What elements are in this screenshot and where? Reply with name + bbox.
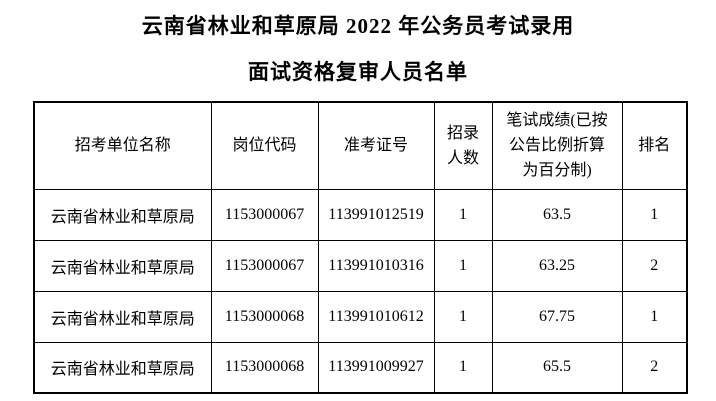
table-row: 云南省林业和草原局 1153000067 113991010316 1 63.2… [33, 239, 688, 292]
cell-written-score: 63.5 [491, 188, 623, 241]
column-header-admission-number: 准考证号 [317, 101, 435, 190]
cell-position-code: 1153000068 [210, 341, 319, 394]
cell-position-code: 1153000068 [210, 290, 319, 343]
document-page: 云南省林业和草原局 2022 年公务员考试录用 面试资格复审人员名单 招考单位名… [0, 3, 716, 401]
cell-admission-number: 113991012519 [317, 188, 435, 241]
candidate-roster-table: 招考单位名称 岗位代码 准考证号 招录 人数 笔试成绩(已按 公告比例折算 为百… [33, 101, 688, 394]
cell-rank: 2 [621, 239, 688, 292]
title-line-1: 云南省林业和草原局 2022 年公务员考试录用 [141, 14, 575, 38]
cell-unit-name: 云南省林业和草原局 [33, 239, 212, 292]
column-header-written-score: 笔试成绩(已按 公告比例折算 为百分制) [491, 101, 623, 190]
cell-rank: 1 [621, 188, 688, 241]
cell-position-code: 1153000067 [210, 239, 319, 292]
column-header-position-code: 岗位代码 [210, 101, 319, 190]
column-header-rank: 排名 [621, 101, 688, 190]
cell-admission-number: 113991010612 [317, 290, 435, 343]
cell-recruit-count: 1 [433, 239, 493, 292]
title-line-2: 面试资格复审人员名单 [248, 60, 468, 84]
cell-unit-name: 云南省林业和草原局 [33, 188, 212, 241]
table-row: 云南省林业和草原局 1153000068 113991010612 1 67.7… [33, 290, 688, 343]
cell-written-score: 63.25 [491, 239, 623, 292]
cell-written-score: 65.5 [491, 341, 623, 394]
cell-admission-number: 113991010316 [317, 239, 435, 292]
cell-written-score: 67.75 [491, 290, 623, 343]
cell-admission-number: 113991009927 [317, 341, 435, 394]
cell-unit-name: 云南省林业和草原局 [33, 341, 212, 394]
cell-unit-name: 云南省林业和草原局 [33, 290, 212, 343]
table-row: 云南省林业和草原局 1153000068 113991009927 1 65.5… [33, 341, 688, 394]
cell-recruit-count: 1 [433, 188, 493, 241]
cell-recruit-count: 1 [433, 290, 493, 343]
column-header-unit-name: 招考单位名称 [33, 101, 212, 190]
cell-rank: 1 [621, 290, 688, 343]
column-header-recruit-count: 招录 人数 [433, 101, 493, 190]
cell-position-code: 1153000067 [210, 188, 319, 241]
document-title: 云南省林业和草原局 2022 年公务员考试录用 面试资格复审人员名单 [0, 3, 716, 95]
cell-recruit-count: 1 [433, 341, 493, 394]
header-row: 招考单位名称 岗位代码 准考证号 招录 人数 笔试成绩(已按 公告比例折算 为百… [33, 101, 688, 190]
cell-rank: 2 [621, 341, 688, 394]
table-row: 云南省林业和草原局 1153000067 113991012519 1 63.5… [33, 188, 688, 241]
